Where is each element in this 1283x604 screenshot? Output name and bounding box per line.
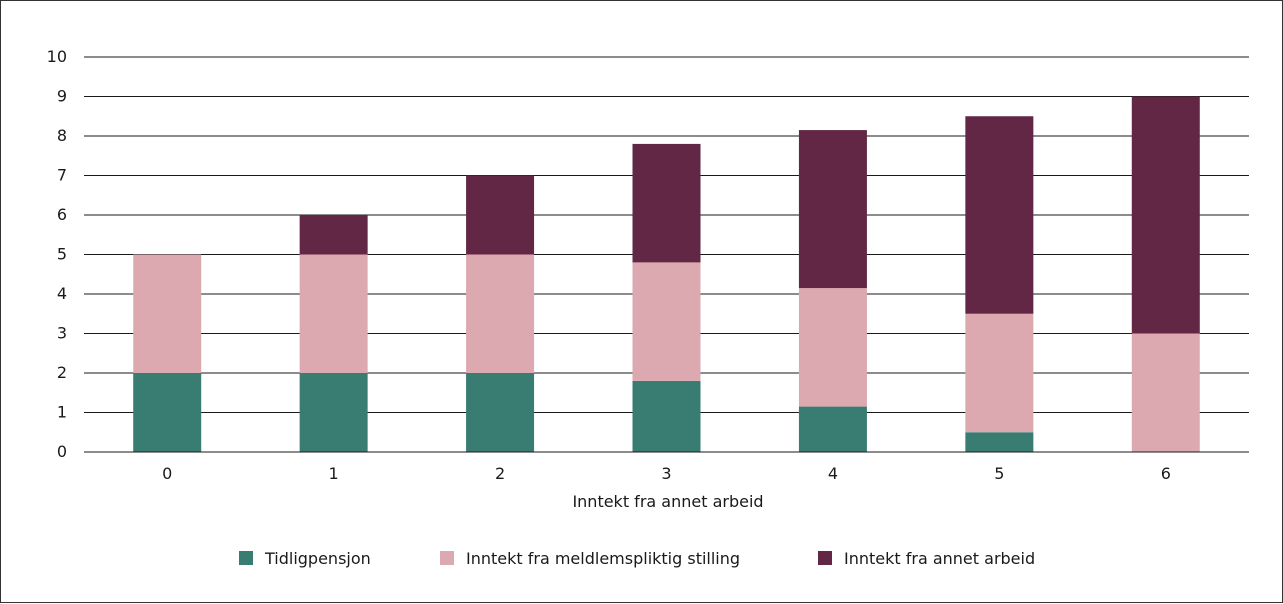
bar-segment [133, 254, 202, 373]
bar-segment [299, 373, 368, 452]
y-tick-label: 8 [57, 126, 67, 145]
x-tick-label: 2 [495, 464, 505, 483]
y-tick-label: 5 [57, 245, 67, 264]
y-tick-label: 0 [57, 442, 67, 461]
x-tick-label: 1 [329, 464, 339, 483]
bar-segment [965, 432, 1034, 452]
x-tick-label: 6 [1161, 464, 1171, 483]
legend-swatch [239, 551, 253, 565]
bar-segment [632, 262, 701, 381]
y-tick-label: 7 [57, 166, 67, 185]
x-tick-label: 5 [994, 464, 1004, 483]
x-tick-label: 3 [661, 464, 671, 483]
bar-segment [466, 254, 535, 373]
bar-segment [965, 116, 1034, 314]
legend-label: Inntekt fra annet arbeid [844, 549, 1035, 568]
bar-segment [466, 373, 535, 452]
y-tick-label: 3 [57, 324, 67, 343]
bar-segment [798, 130, 867, 289]
legend-label: Inntekt fra meldlemspliktig stilling [466, 549, 740, 568]
y-tick-label: 9 [57, 87, 67, 106]
legend-swatch [440, 551, 454, 565]
bar-segment [798, 406, 867, 452]
bar-segment [632, 380, 701, 452]
legend: Tidligpensjon Inntekt fra meldlemspliktig… [239, 549, 1035, 568]
legend-swatch [818, 551, 832, 565]
bar-segment [133, 373, 202, 452]
bar-segment [1131, 96, 1200, 334]
bar-segment [632, 143, 701, 263]
y-tick-label: 4 [57, 284, 67, 303]
x-tick-label: 0 [162, 464, 172, 483]
x-axis-ticks: 0 1 2 3 4 5 6 [162, 464, 1171, 483]
y-tick-label: 6 [57, 205, 67, 224]
bar-segment [965, 313, 1034, 433]
bars [84, 96, 1249, 453]
bar-segment [798, 288, 867, 407]
bar-segment [299, 215, 368, 255]
bar-segment [466, 175, 535, 255]
y-tick-label: 1 [57, 403, 67, 422]
y-axis-ticks: 0 1 2 3 4 5 6 7 8 9 10 [47, 47, 67, 461]
y-tick-label: 10 [47, 47, 67, 66]
bar-segment [299, 254, 368, 373]
x-tick-label: 4 [828, 464, 838, 483]
bar-segment [1131, 333, 1200, 452]
legend-label: Tidligpensjon [264, 549, 371, 568]
y-tick-label: 2 [57, 363, 67, 382]
x-axis-title: Inntekt fra annet arbeid [572, 492, 763, 511]
